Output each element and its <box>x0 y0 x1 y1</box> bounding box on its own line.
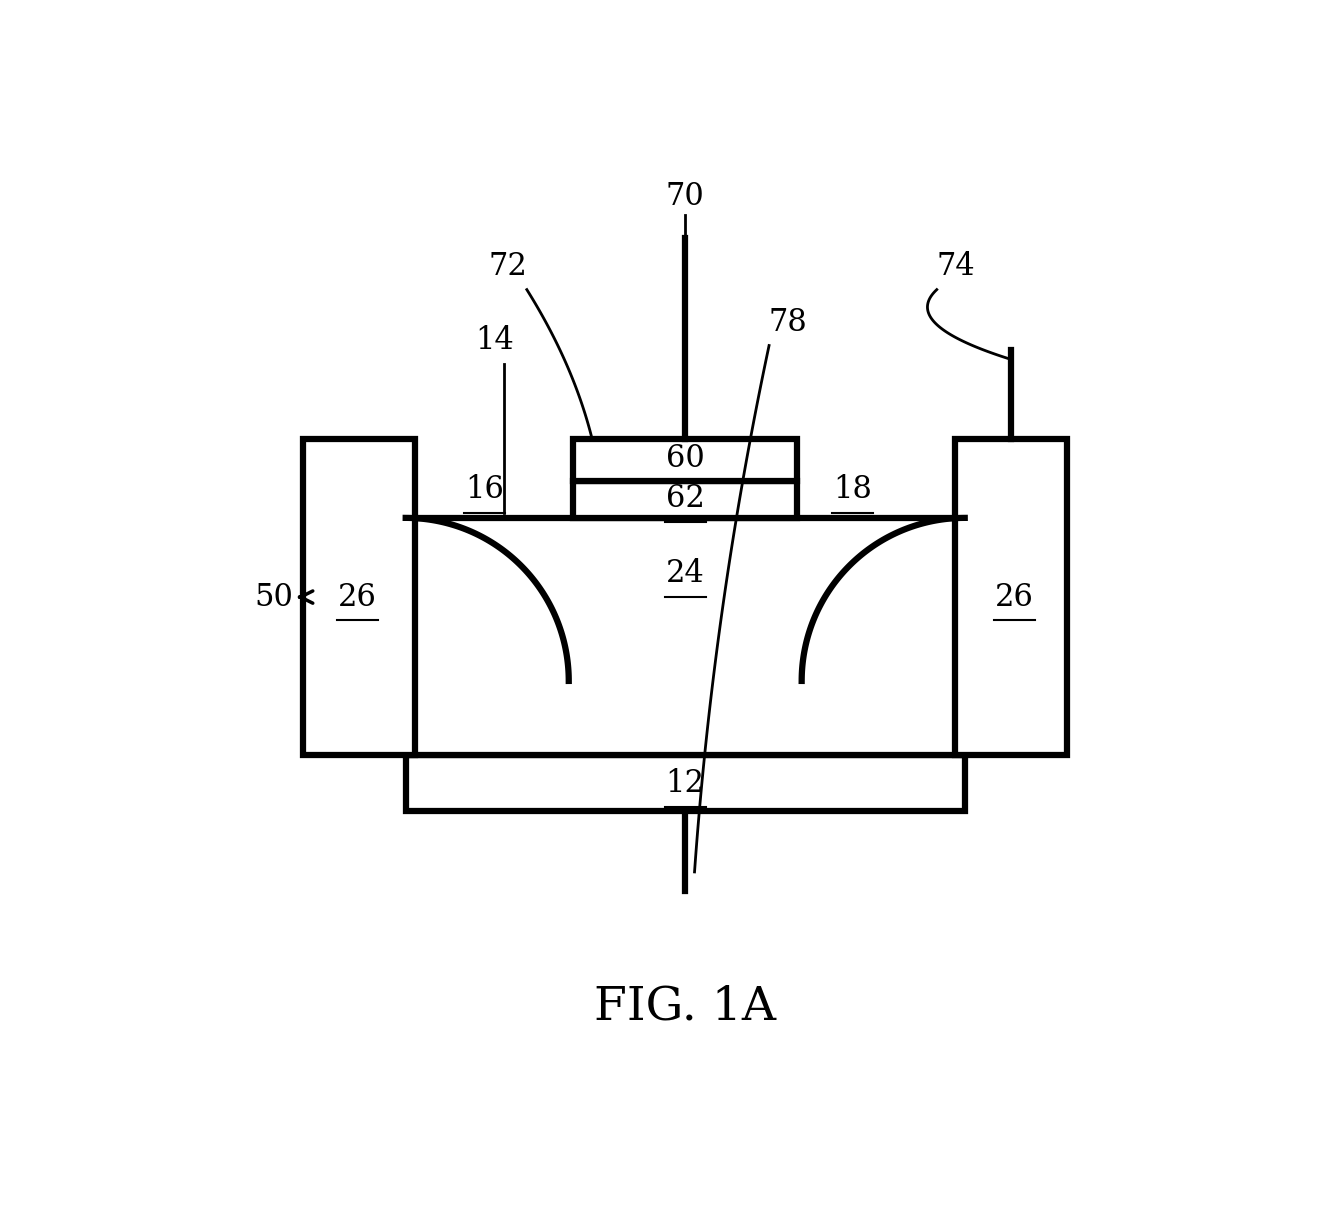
Text: 12: 12 <box>666 768 705 799</box>
Text: 78: 78 <box>769 306 808 338</box>
Polygon shape <box>956 439 1067 755</box>
Text: 72: 72 <box>489 250 528 282</box>
Polygon shape <box>574 480 797 518</box>
Polygon shape <box>405 518 965 755</box>
Text: 18: 18 <box>833 474 872 506</box>
Polygon shape <box>303 439 414 755</box>
Text: 14: 14 <box>475 325 513 357</box>
Polygon shape <box>405 755 965 812</box>
Text: 16: 16 <box>465 474 504 506</box>
Text: FIG. 1A: FIG. 1A <box>594 985 777 1030</box>
Text: 26: 26 <box>338 582 377 612</box>
Text: 24: 24 <box>666 558 705 589</box>
Text: 62: 62 <box>666 483 705 514</box>
Polygon shape <box>574 439 797 480</box>
Text: 50: 50 <box>254 582 293 612</box>
Text: 70: 70 <box>666 182 705 212</box>
Text: 74: 74 <box>936 250 975 282</box>
Text: 26: 26 <box>995 582 1034 612</box>
Text: 60: 60 <box>666 443 705 474</box>
